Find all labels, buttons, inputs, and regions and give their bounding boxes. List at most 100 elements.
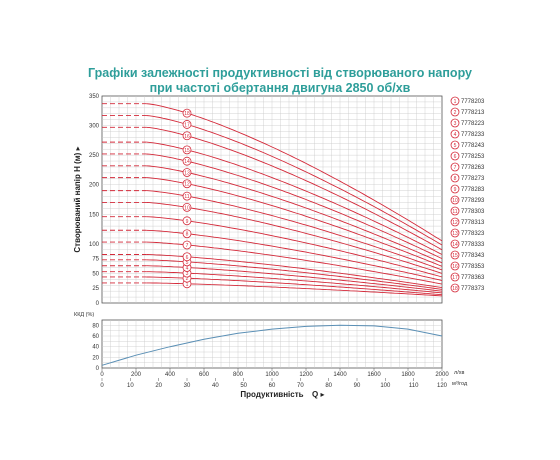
head-curve-17 [146, 115, 443, 246]
curve-marker-label-10: 10 [184, 205, 190, 211]
efficiency-y-tick-label: 0 [96, 366, 100, 372]
head-y-tick-label: 75 [92, 257, 99, 263]
legend-model-15: 7778343 [461, 253, 485, 259]
legend-marker-10 [450, 195, 460, 205]
legend-marker-label-9: 9 [454, 187, 457, 193]
efficiency-y-tick-label: 20 [92, 355, 99, 361]
head-curve-8 [146, 229, 443, 281]
head-y-tick-label: 150 [89, 212, 100, 218]
legend-marker-label-15: 15 [452, 253, 458, 259]
x-unit-lmin: л/хв [454, 370, 464, 376]
curve-marker-13 [182, 168, 192, 177]
legend-marker-6 [450, 151, 460, 161]
x-tick-label-m3h: 100 [380, 383, 391, 389]
curve-marker-17 [182, 120, 192, 129]
legend-marker-label-8: 8 [454, 176, 457, 182]
curve-marker-label-11: 11 [184, 194, 189, 200]
efficiency-y-tick-label: 60 [92, 334, 99, 340]
efficiency-y-tick-label: 80 [92, 323, 99, 329]
x-tick-label-lmin: 1400 [333, 372, 347, 378]
head-y-tick-label: 25 [92, 286, 99, 292]
curve-marker-label-17: 17 [184, 122, 190, 128]
head-curve-4 [146, 265, 443, 292]
legend-model-16: 7778353 [461, 264, 485, 270]
head-curve-2 [146, 276, 443, 296]
head-curve-11 [146, 190, 443, 271]
x-tick-label-lmin: 2000 [435, 372, 449, 378]
legend-marker-12 [450, 217, 460, 227]
x-tick-label-m3h: 0 [100, 383, 104, 389]
curve-marker-14 [182, 156, 192, 166]
legend-marker-label-6: 6 [454, 154, 457, 160]
x-tick-label-lmin: 600 [199, 372, 210, 378]
head-y-tick-label: 0 [96, 301, 100, 307]
x-tick-label-m3h: 110 [409, 383, 419, 389]
legend-model-9: 7778283 [461, 187, 485, 193]
head-curve-12 [146, 177, 443, 267]
x-tick-label-m3h: 120 [437, 383, 448, 389]
chart-title-line-2: при частоті обертання двигуна 2850 об/хв [149, 81, 411, 95]
curve-marker-label-7: 7 [186, 243, 189, 249]
efficiency-y-tick-label: 40 [92, 345, 99, 351]
x-tick-label-m3h: 20 [155, 383, 162, 389]
head-curve-10 [146, 202, 443, 274]
legend-marker-7 [450, 162, 460, 172]
curve-marker-label-12: 12 [184, 182, 190, 188]
legend-marker-label-3: 3 [454, 121, 457, 127]
head-curve-5 [146, 259, 443, 290]
legend-marker-3 [450, 118, 460, 128]
legend-marker-15 [450, 250, 460, 260]
curve-marker-label-3: 3 [186, 271, 189, 277]
head-y-tick-label: 100 [89, 242, 100, 248]
x-axis-symbol: Q ▸ [312, 390, 324, 399]
legend-marker-label-2: 2 [454, 110, 457, 116]
legend-marker-9 [450, 184, 460, 194]
legend-marker-1 [450, 96, 460, 106]
legend-model-2: 7778213 [461, 110, 485, 116]
head-curve-9 [146, 216, 443, 278]
head-curve-3 [146, 271, 443, 294]
head-curve-15 [146, 141, 443, 255]
legend-marker-17 [450, 272, 460, 282]
legend-model-10: 7778293 [461, 198, 485, 204]
head-curve-18 [146, 103, 443, 242]
legend-model-18: 7778373 [461, 286, 485, 292]
head-y-tick-label: 350 [89, 94, 100, 100]
x-tick-label-lmin: 1800 [401, 372, 415, 378]
legend-model-7: 7778263 [461, 165, 485, 171]
legend-marker-8 [450, 173, 460, 183]
legend-model-4: 7778233 [461, 132, 485, 138]
x-axis-label: Продуктивність [240, 390, 303, 399]
curve-marker-label-16: 16 [184, 134, 190, 140]
legend-marker-16 [450, 261, 460, 271]
x-tick-label-m3h: 80 [325, 383, 332, 389]
legend-marker-18 [450, 283, 460, 293]
efficiency-curve [101, 324, 443, 366]
legend-marker-13 [450, 228, 460, 238]
head-y-tick-label: 200 [89, 183, 100, 189]
x-tick-label-m3h: 40 [212, 383, 219, 389]
chart-title-line-1: Графіки залежності продуктивності від ст… [88, 66, 472, 80]
x-tick-label-m3h: 60 [269, 383, 276, 389]
legend-model-12: 7778313 [461, 220, 485, 226]
curve-marker-10 [182, 202, 192, 212]
legend-marker-label-5: 5 [454, 143, 457, 149]
curve-marker-7 [182, 240, 192, 250]
curve-marker-15 [182, 145, 192, 155]
x-tick-label-lmin: 800 [233, 372, 244, 378]
head-curve-7 [146, 241, 443, 285]
legend-marker-label-12: 12 [452, 220, 458, 226]
curve-marker-label-18: 18 [184, 111, 190, 117]
legend-marker-label-11: 11 [452, 209, 457, 215]
curve-marker-label-2: 2 [186, 276, 189, 282]
head-y-tick-label: 50 [92, 271, 99, 277]
x-unit-m3h: м³/год [452, 381, 468, 387]
x-tick-label-lmin: 0 [100, 372, 104, 378]
curve-marker-label-9: 9 [186, 219, 189, 225]
curve-marker-label-13: 13 [184, 170, 190, 176]
curve-marker-label-5: 5 [186, 260, 189, 266]
curve-marker-label-8: 8 [186, 232, 189, 238]
x-tick-label-m3h: 10 [127, 383, 134, 389]
